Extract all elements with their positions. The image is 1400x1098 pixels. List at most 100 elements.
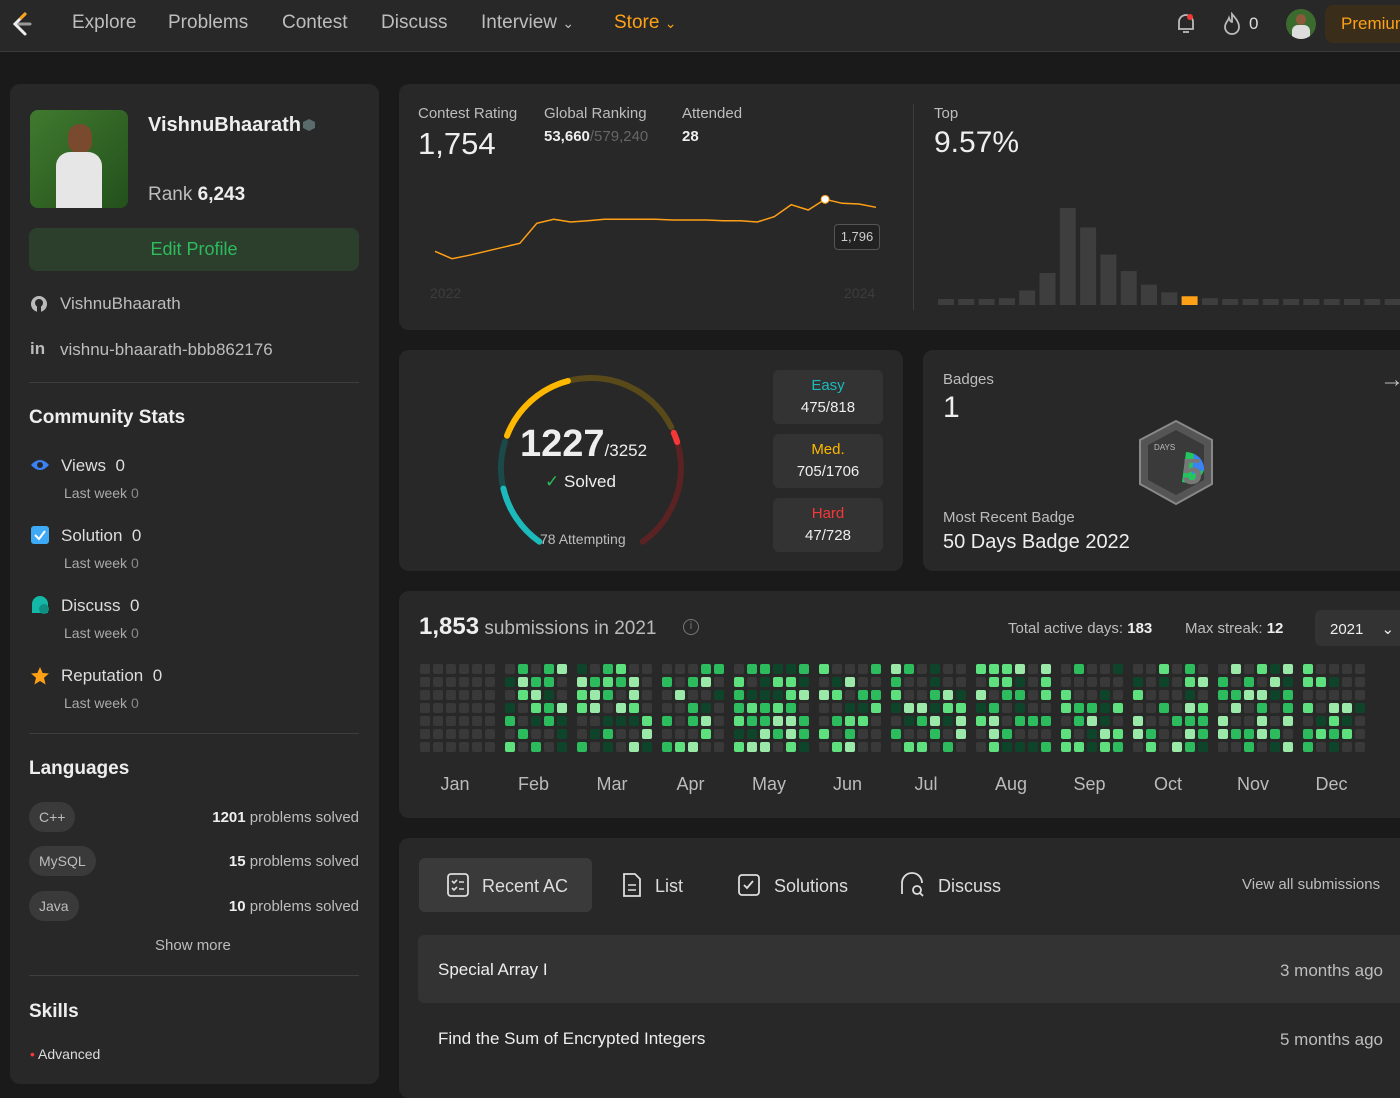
- rating-line: [434, 198, 877, 260]
- heatmap-cell: [1283, 690, 1293, 700]
- distribution-bar: [1323, 299, 1340, 305]
- language-tag-mysql[interactable]: MySQL: [29, 846, 96, 876]
- heatmap-cell: [1218, 677, 1228, 687]
- heatmap-cell: [1218, 742, 1228, 752]
- tab-solutions[interactable]: Solutions: [718, 858, 868, 912]
- stat-reputation-value: 0: [152, 666, 163, 685]
- heatmap-cell: [760, 729, 770, 739]
- heatmap-cell: [1074, 742, 1084, 752]
- info-icon[interactable]: i: [683, 619, 699, 635]
- heatmap-cell: [1244, 664, 1254, 674]
- distribution-bar: [1283, 299, 1300, 305]
- heatmap-cell: [917, 703, 927, 713]
- heatmap-cell: [1244, 729, 1254, 739]
- nav-explore[interactable]: Explore: [72, 12, 137, 33]
- github-link[interactable]: VishnuBhaarath: [60, 294, 181, 313]
- year-select-value: 2021: [1330, 621, 1364, 638]
- heatmap-cell: [1113, 664, 1123, 674]
- tab-recent-ac[interactable]: Recent AC: [419, 858, 592, 912]
- heatmap-cell: [786, 716, 796, 726]
- month-label: Jul: [914, 774, 937, 794]
- language-tag-cpp[interactable]: C++: [29, 802, 76, 832]
- 50-days-badge-icon[interactable]: 5 DAYS: [1136, 418, 1216, 508]
- heatmap-cell: [688, 690, 698, 700]
- heatmap-cell: [675, 716, 685, 726]
- heatmap-cell: [1270, 742, 1280, 752]
- nav-contest[interactable]: Contest: [282, 12, 348, 33]
- heatmap-cell: [629, 664, 639, 674]
- tab-list[interactable]: List: [600, 858, 710, 912]
- tab-recent-ac-label: Recent AC: [482, 876, 569, 896]
- recent-ac-row[interactable]: Find the Sum of Encrypted Integers 5 mon…: [418, 1004, 1400, 1072]
- heatmap-cell: [1172, 703, 1182, 713]
- heatmap-cell: [1257, 677, 1267, 687]
- divider: [29, 733, 359, 734]
- heatmap-cell: [989, 716, 999, 726]
- recent-ac-title[interactable]: Find the Sum of Encrypted Integers: [438, 1029, 706, 1048]
- heatmap-cell: [773, 677, 783, 687]
- heatmap-cell: [976, 703, 986, 713]
- avatar[interactable]: [1286, 9, 1316, 39]
- heatmap-cell: [1355, 716, 1365, 726]
- nav-store-label: Store: [614, 12, 660, 33]
- distribution-bar: [978, 299, 995, 305]
- stat-discuss-label: Discuss: [61, 596, 121, 615]
- heatmap-cell: [505, 690, 515, 700]
- heatmap-cell: [603, 690, 613, 700]
- heatmap-cell: [1133, 716, 1143, 726]
- language-tag-java[interactable]: Java: [29, 891, 79, 921]
- flame-icon[interactable]: [1222, 12, 1242, 36]
- heatmap-cell: [819, 716, 829, 726]
- heatmap-cell: [1316, 742, 1326, 752]
- active-days: Total active days: 183: [1008, 620, 1152, 637]
- arrow-right-icon[interactable]: →: [1380, 366, 1400, 393]
- heatmap-cell: [956, 690, 966, 700]
- bell-icon[interactable]: [1175, 12, 1197, 36]
- leetcode-logo-icon[interactable]: [8, 10, 36, 38]
- nav-problems[interactable]: Problems: [168, 12, 249, 33]
- heatmap-cell: [518, 742, 528, 752]
- view-all-submissions-link[interactable]: View all submissions: [1242, 876, 1381, 893]
- heatmap-cell: [544, 703, 554, 713]
- recent-ac-row[interactable]: Special Array I 3 months ago: [418, 935, 1400, 1003]
- recent-ac-title[interactable]: Special Array I: [438, 960, 548, 979]
- distribution-bar: [1364, 299, 1381, 305]
- heatmap-cell: [1316, 664, 1326, 674]
- heatmap-cell: [1146, 742, 1156, 752]
- heatmap-cell: [616, 716, 626, 726]
- distribution-bar: [1303, 299, 1320, 305]
- heatmap-cell: [747, 703, 757, 713]
- divider: [913, 104, 914, 310]
- heatmap-cell: [871, 729, 881, 739]
- nav-store[interactable]: Store ⌄: [614, 12, 676, 34]
- premium-button[interactable]: Premium: [1325, 5, 1400, 43]
- language-count-cpp: 1201 problems solved: [212, 809, 359, 826]
- badges-label: Badges: [943, 371, 994, 388]
- heatmap-cell: [472, 729, 482, 739]
- show-more-button[interactable]: Show more: [155, 937, 231, 954]
- max-streak-label: Max streak:: [1185, 620, 1263, 637]
- stat-reputation: Reputation 0: [61, 666, 162, 686]
- heatmap-cell: [1087, 729, 1097, 739]
- heatmap-cell: [1041, 742, 1051, 752]
- heatmap-cell: [544, 716, 554, 726]
- nav-interview[interactable]: Interview ⌄: [481, 12, 574, 34]
- edit-profile-button[interactable]: Edit Profile: [29, 228, 359, 271]
- svg-text:5: 5: [1182, 451, 1202, 492]
- contest-rating-value: 1,754: [418, 126, 496, 161]
- heatmap-cell: [1015, 742, 1025, 752]
- nav-discuss[interactable]: Discuss: [381, 12, 448, 33]
- linkedin-link[interactable]: vishnu-bhaarath-bbb862176: [60, 340, 273, 359]
- heatmap-cell: [773, 664, 783, 674]
- heatmap-cell: [1133, 742, 1143, 752]
- streak-count: 0: [1249, 14, 1259, 33]
- distribution-bar: [1181, 296, 1198, 305]
- distribution-bar: [998, 298, 1015, 305]
- rating-line-chart[interactable]: 2022 2024: [418, 170, 888, 310]
- year-select[interactable]: 2021 ⌄: [1315, 610, 1400, 646]
- tab-discuss[interactable]: Discuss: [880, 858, 1020, 912]
- heatmap-cell: [891, 677, 901, 687]
- heatmap-cell: [1146, 716, 1156, 726]
- heatmap-cell: [459, 716, 469, 726]
- heatmap-cell: [1218, 729, 1228, 739]
